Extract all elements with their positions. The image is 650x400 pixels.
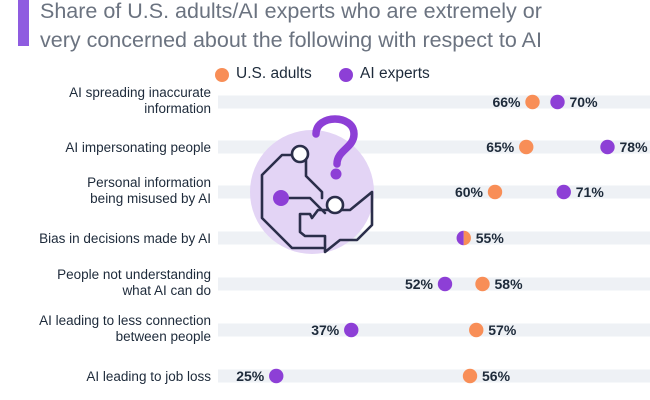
dot-us-adults [519,139,534,155]
value-label-ai-experts: 25% [236,368,265,384]
dot-ai-experts [600,139,615,155]
category-label: Personal information being misused by AI [87,175,211,206]
value-label-ai-experts: 71% [576,184,605,200]
circuit-node-purple [273,190,289,206]
ai-circuit-question-mark-icon [250,115,374,254]
value-label-us-adults: 65% [486,139,515,155]
value-label-ai-experts: 78% [620,139,649,155]
data-marks: 66% 70% 65% 78% 60% 71% 55% 52% 58% 37% 57% 25% 56% [236,94,648,384]
value-label-us-adults: 56% [482,368,511,384]
value-label-us-adults: 57% [488,322,517,338]
legend-marker-ai-experts [339,68,353,82]
circuit-node-white [325,195,345,215]
dot-us-adults [487,184,503,200]
dot-us-adults [475,276,490,292]
value-label-us-adults: 66% [492,94,521,110]
dot-us-adults [462,368,478,384]
category-label: Bias in decisions made by AI [39,231,211,246]
category-label: AI spreading inaccurate information [69,85,211,116]
row-band [218,323,650,337]
dot-us-adults [525,94,540,110]
title-line-1: Share of U.S. adults/AI experts who are … [40,0,542,23]
question-mark-icon [312,115,358,168]
dot-ai-experts [550,94,565,110]
category-label: People not understanding what AI can do [57,267,211,298]
value-label-ai-experts: 70% [570,94,599,110]
legend-marker-us-adults [215,68,229,82]
row-band [218,95,650,109]
dot-ai-experts [269,368,284,384]
title-line-2: very concerned about the following with … [40,28,542,52]
value-label-ai-experts: 52% [405,276,434,292]
legend-label-ai-experts: AI experts [360,65,430,82]
illustration-circle [250,130,374,254]
value-label: 55% [476,230,505,246]
value-label-us-adults: 58% [495,276,524,292]
circuit-lines [260,153,374,254]
category-label: AI leading to job loss [86,369,211,384]
dot-ai-experts [456,230,464,246]
category-label: AI leading to less connection between peo… [39,313,211,344]
dot-ai-experts [556,184,571,200]
dot-ai-experts [344,322,359,338]
title-accent-bar [18,0,29,46]
circuit-node-white [290,144,310,164]
dot-ai-experts [437,276,453,292]
chart-title: Share of U.S. adults/AI experts who are … [40,0,640,55]
dot-us-adults [469,322,484,338]
legend-label-us-adults: U.S. adults [236,65,312,82]
category-labels: AI spreading inaccurate information AI imp… [39,85,211,384]
value-label-us-adults: 60% [455,184,484,200]
question-mark-dot [330,168,342,180]
dot-us-adults [463,230,471,246]
row-band [218,369,650,383]
value-label-ai-experts: 37% [311,322,340,338]
legend: U.S. adults AI experts [0,64,650,86]
row-band [218,277,650,291]
category-label: AI impersonating people [65,140,211,155]
